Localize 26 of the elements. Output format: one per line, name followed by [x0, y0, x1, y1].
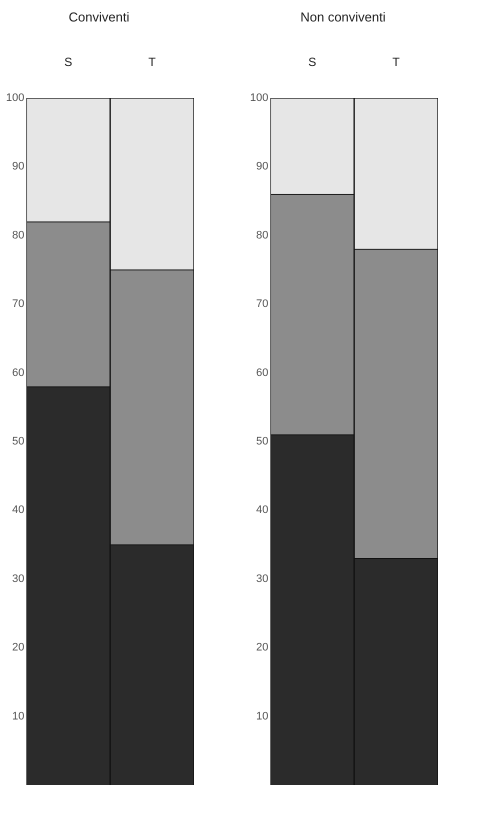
- chart-title: Conviventi: [68, 9, 130, 24]
- y-tick-label: 30: [12, 572, 24, 585]
- y-tick-label: 50: [256, 436, 268, 448]
- y-tick-label: 20: [12, 642, 24, 654]
- x-tick-label: T: [148, 55, 156, 70]
- y-tick-label: 40: [12, 504, 24, 516]
- y-tick-label: 100: [250, 92, 268, 104]
- y-tick-label: 50: [12, 436, 24, 448]
- chart-title: Non conviventi: [300, 9, 386, 24]
- y-tick-label: 80: [12, 229, 24, 242]
- y-tick-label: 90: [256, 160, 268, 173]
- x-tick-label: S: [308, 55, 316, 70]
- y-tick-label: 70: [256, 298, 268, 310]
- y-tick-label: 10: [256, 710, 268, 722]
- y-tick-label: 20: [256, 642, 268, 654]
- y-tick-label: 60: [256, 366, 268, 379]
- y-tick-label: 10: [12, 710, 24, 722]
- y-tick-label: 90: [12, 160, 24, 173]
- x-tick-label: T: [392, 55, 400, 70]
- x-tick-label: S: [64, 55, 72, 70]
- y-tick-label: 100: [6, 92, 24, 104]
- y-tick-label: 30: [256, 572, 268, 585]
- y-tick-label: 60: [12, 366, 24, 379]
- y-tick-label: 70: [12, 298, 24, 310]
- y-tick-label: 80: [256, 229, 268, 242]
- y-tick-label: 40: [256, 504, 268, 516]
